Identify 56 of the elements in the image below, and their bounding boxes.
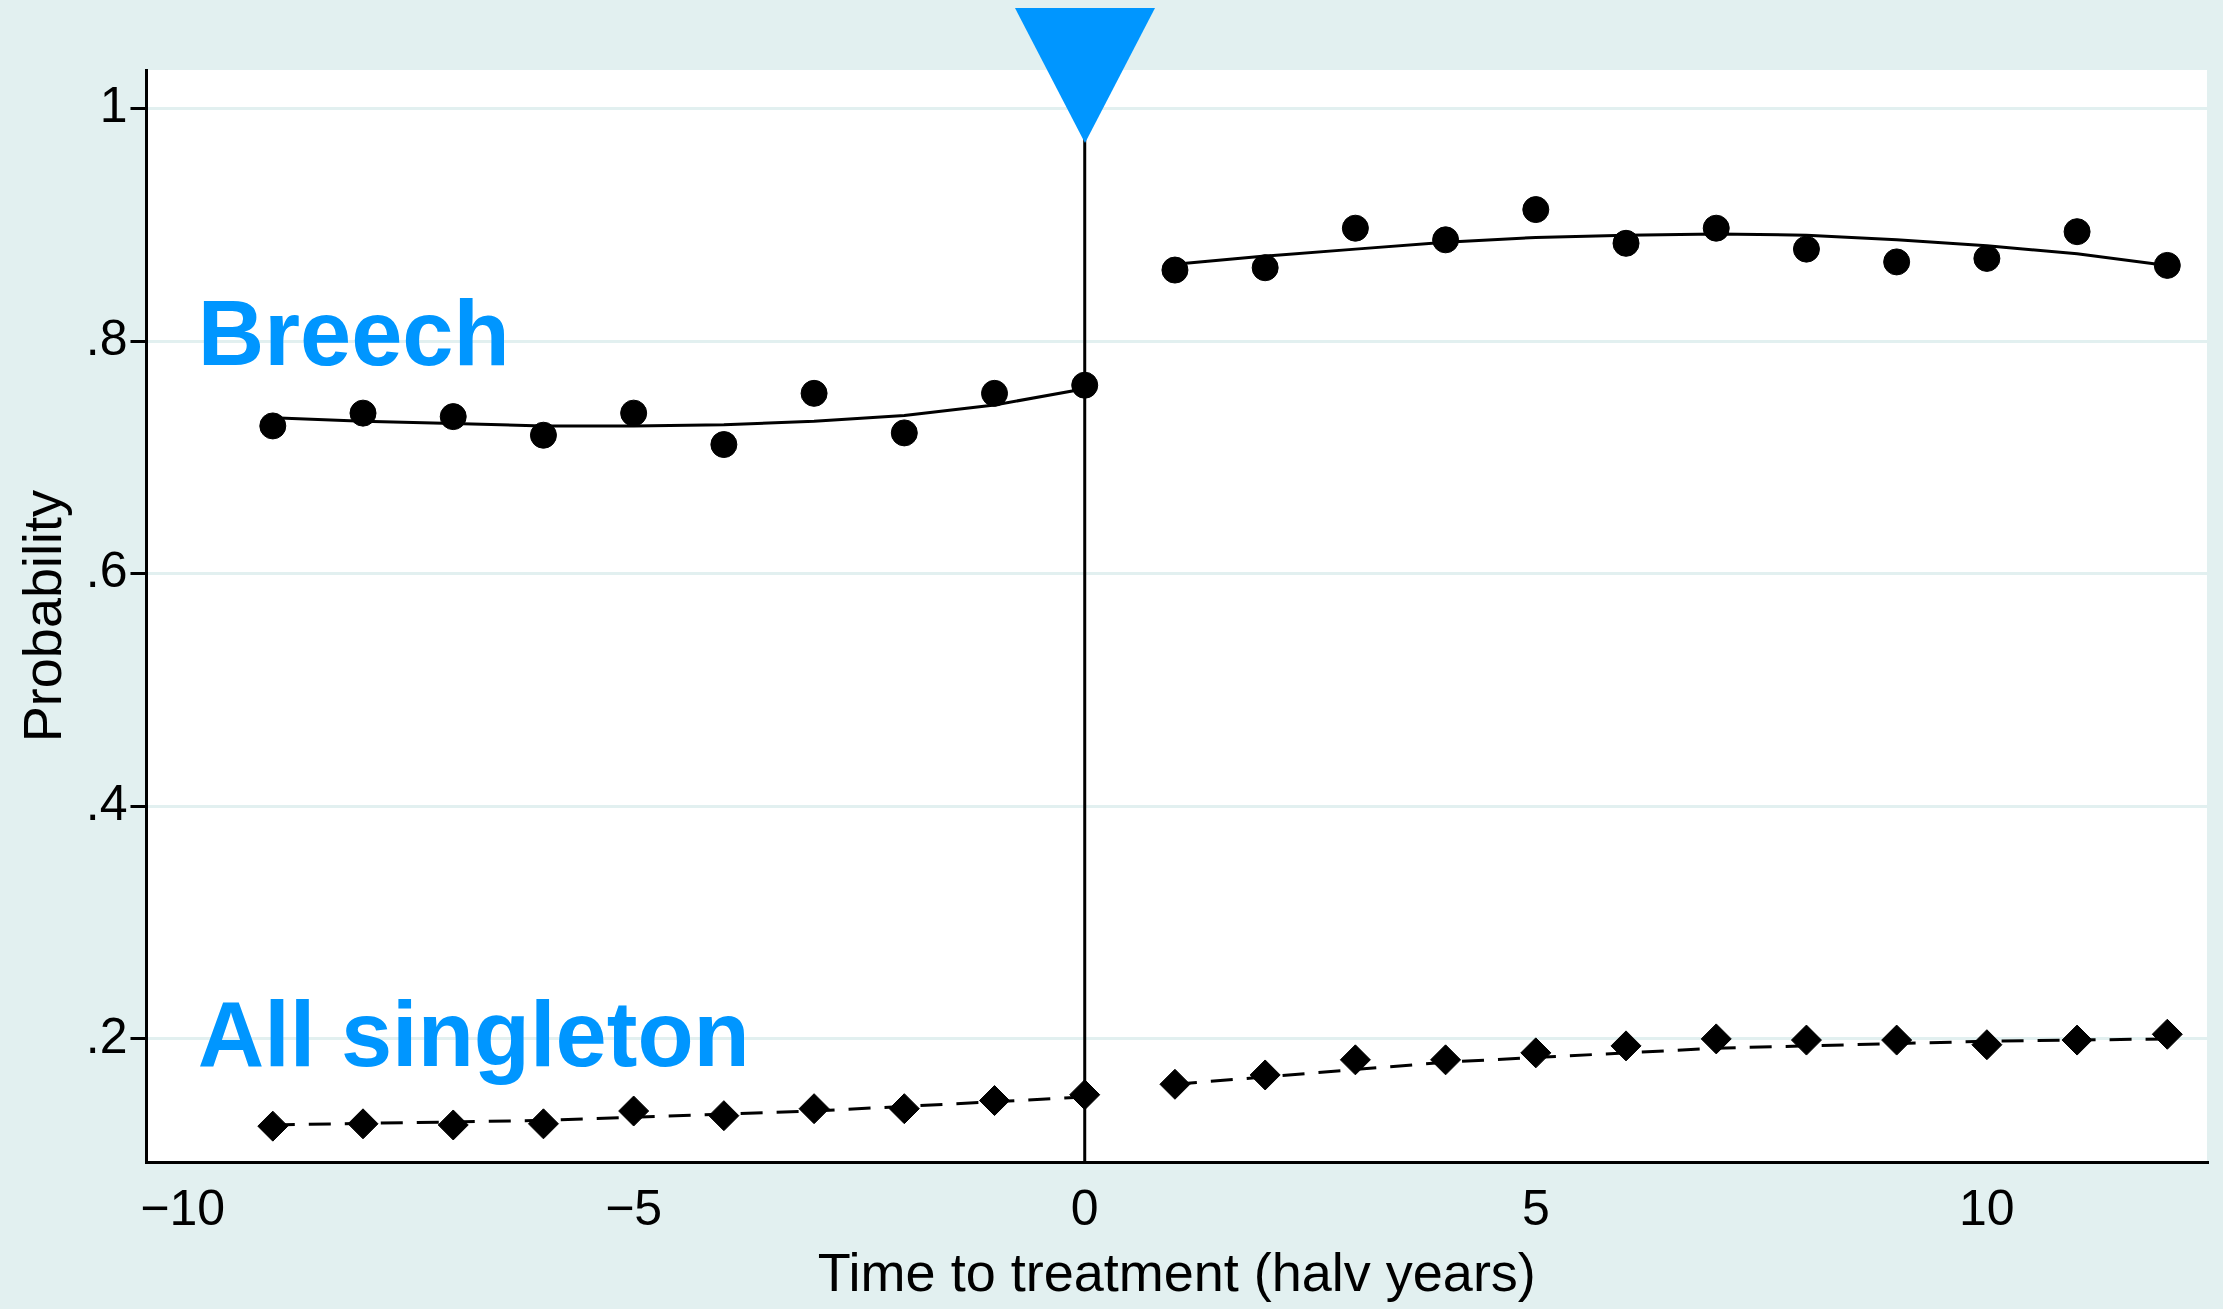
point bbox=[1161, 256, 1189, 284]
x-tick-label: 0 bbox=[1070, 1179, 1099, 1236]
point bbox=[1249, 1059, 1281, 1091]
point bbox=[1702, 214, 1730, 242]
point bbox=[2153, 251, 2181, 279]
x-tick-label: −10 bbox=[140, 1179, 225, 1236]
point bbox=[1430, 1044, 1462, 1076]
point bbox=[1881, 1024, 1913, 1056]
point bbox=[1522, 196, 1550, 224]
point bbox=[1792, 235, 1820, 263]
y-tick-label: .2 bbox=[85, 1007, 128, 1064]
point bbox=[347, 1108, 379, 1140]
point bbox=[1339, 1044, 1371, 1076]
point bbox=[259, 412, 287, 440]
y-tick-label: 1 bbox=[99, 77, 128, 134]
point bbox=[1612, 229, 1640, 257]
point bbox=[1790, 1024, 1822, 1056]
x-tick-label: 5 bbox=[1521, 1179, 1550, 1236]
point bbox=[798, 1093, 830, 1125]
point bbox=[2151, 1018, 2183, 1050]
point bbox=[1973, 244, 2001, 272]
point bbox=[527, 1108, 559, 1140]
legend-label: All singleton bbox=[197, 982, 750, 1085]
point bbox=[1610, 1030, 1642, 1062]
point bbox=[2061, 1024, 2093, 1056]
point bbox=[888, 1093, 920, 1125]
legend-label: Breech bbox=[197, 282, 510, 385]
point bbox=[1341, 214, 1369, 242]
point bbox=[1520, 1037, 1552, 1069]
y-axis-title: Probability bbox=[12, 490, 73, 743]
y-tick-label: .8 bbox=[85, 309, 128, 366]
point bbox=[437, 1109, 469, 1141]
point bbox=[618, 1095, 650, 1127]
point bbox=[710, 431, 738, 459]
point bbox=[620, 399, 648, 427]
point bbox=[1971, 1029, 2003, 1061]
point bbox=[1700, 1023, 1732, 1055]
y-tick-label: .6 bbox=[85, 542, 128, 599]
point bbox=[2063, 218, 2091, 246]
y-tick-label: .4 bbox=[85, 775, 128, 832]
point bbox=[1883, 248, 1911, 276]
point bbox=[800, 379, 828, 407]
point bbox=[1159, 1068, 1191, 1100]
point bbox=[979, 1085, 1011, 1117]
point bbox=[1432, 226, 1460, 254]
point bbox=[349, 399, 377, 427]
point bbox=[708, 1100, 740, 1132]
point bbox=[890, 419, 918, 447]
point bbox=[439, 403, 467, 431]
point bbox=[1251, 254, 1279, 282]
point bbox=[257, 1110, 289, 1142]
point bbox=[529, 421, 557, 449]
point bbox=[981, 379, 1009, 407]
x-tick-label: 10 bbox=[1959, 1179, 2015, 1236]
x-tick-label: −5 bbox=[605, 1179, 663, 1236]
x-axis-title: Time to treatment (halv years) bbox=[817, 1242, 1536, 1303]
